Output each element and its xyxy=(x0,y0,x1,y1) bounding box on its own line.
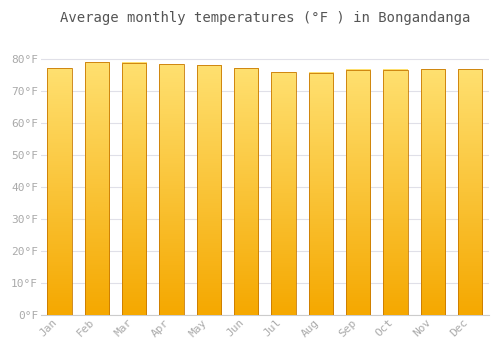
Bar xyxy=(346,70,370,315)
Bar xyxy=(458,69,482,315)
Bar xyxy=(309,72,333,315)
Bar xyxy=(272,72,295,315)
Bar xyxy=(384,70,407,315)
Bar xyxy=(160,64,184,315)
Bar xyxy=(234,68,258,315)
Bar xyxy=(421,69,445,315)
Bar xyxy=(48,68,72,315)
Title: Average monthly temperatures (°F ) in Bongandanga: Average monthly temperatures (°F ) in Bo… xyxy=(60,11,470,25)
Bar xyxy=(122,63,146,315)
Bar xyxy=(197,65,221,315)
Bar xyxy=(85,62,109,315)
